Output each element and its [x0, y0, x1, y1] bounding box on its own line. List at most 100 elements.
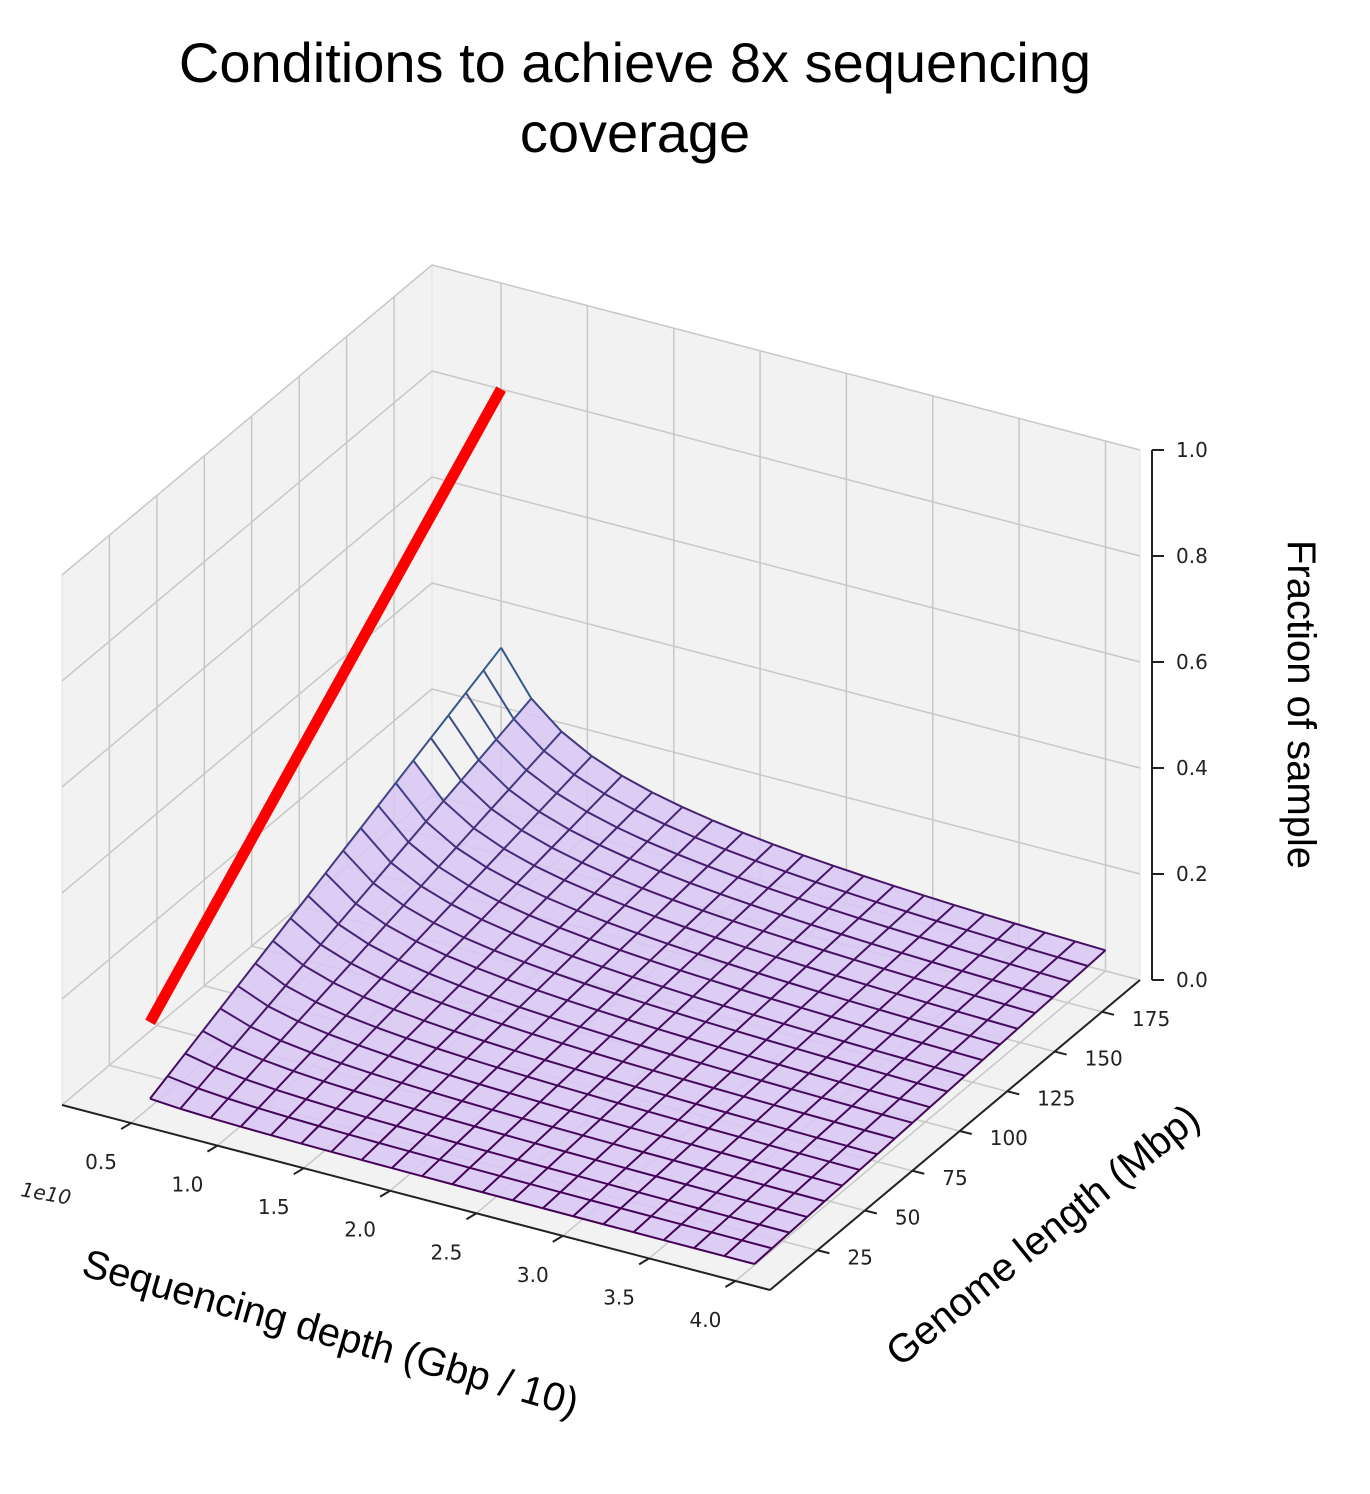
wire-segment — [813, 1016, 833, 1034]
wire-segment — [759, 1223, 790, 1234]
wire-segment — [871, 942, 903, 954]
x-tick — [465, 1212, 477, 1221]
wire-segment — [625, 1151, 645, 1169]
wire-segment — [357, 1026, 377, 1047]
wire-segment — [705, 1020, 737, 1032]
wire-segment — [468, 884, 500, 903]
wire-segment — [979, 938, 998, 956]
wire-segment — [723, 1239, 743, 1257]
wire-segment — [811, 1176, 843, 1187]
wire-segment — [361, 1159, 393, 1170]
wire-segment — [582, 1118, 602, 1137]
wire-segment — [582, 1134, 614, 1145]
wire-segment — [237, 985, 269, 1008]
wire-segment — [342, 827, 362, 852]
wire-segment — [878, 993, 898, 1011]
wire-segment — [676, 836, 696, 856]
wire-segment — [254, 940, 274, 964]
wire-segment — [798, 1136, 818, 1155]
wire-segment — [562, 1042, 593, 1054]
surface-fill-cell — [202, 1008, 251, 1048]
wire-segment — [528, 897, 548, 917]
wire-segment — [572, 1215, 604, 1226]
wire-segment — [825, 1040, 845, 1059]
wire-segment — [254, 962, 287, 987]
y-tick — [1006, 1090, 1020, 1096]
wire-segment — [743, 1095, 775, 1107]
wire-segment — [966, 913, 986, 931]
wire-segment — [861, 1008, 880, 1027]
wire-segment — [833, 1105, 853, 1123]
wire-segment — [680, 1207, 700, 1226]
wire-segment — [783, 1007, 802, 1025]
wire-segment — [449, 1074, 480, 1086]
surface-fill-cell — [325, 850, 374, 904]
wire-segment — [179, 1087, 199, 1110]
wire-segment — [931, 945, 951, 963]
wire-segment — [317, 1107, 337, 1127]
wire-segment — [555, 773, 575, 794]
surface-fill-cell — [290, 895, 339, 945]
wire-segment — [433, 921, 465, 939]
wire-segment — [700, 1046, 720, 1064]
wire-segment — [463, 936, 495, 952]
wire-segment — [737, 876, 769, 890]
wire-segment — [365, 1099, 385, 1119]
wire-segment — [359, 804, 380, 829]
wire-segment — [531, 1016, 551, 1035]
surface-fill-cell — [421, 866, 469, 905]
wire-segment — [873, 1033, 893, 1051]
wire-segment — [603, 792, 636, 811]
wire-segment — [543, 750, 575, 776]
wire-segment — [401, 1081, 433, 1094]
z-axis-label: Fraction of sample — [1279, 540, 1323, 869]
wire-segment — [421, 1158, 441, 1177]
wire-segment — [634, 1069, 654, 1088]
wire-segment — [992, 978, 1023, 990]
wire-segment — [765, 1038, 797, 1050]
wire-segment — [372, 882, 405, 907]
wire-segment — [733, 1160, 753, 1178]
wire-segment — [521, 829, 553, 849]
wire-segment — [918, 935, 950, 948]
wire-segment — [589, 1183, 609, 1201]
wire-segment — [979, 954, 1011, 966]
wire-segment — [677, 853, 709, 868]
wire-segment — [568, 828, 600, 846]
wire-segment — [450, 885, 470, 906]
y-tick — [912, 1169, 925, 1175]
wire-segment — [645, 1002, 676, 1014]
wire-segment — [921, 1042, 953, 1053]
wire-segment — [512, 1199, 544, 1210]
wire-segment — [460, 759, 480, 782]
wire-segment — [496, 1066, 528, 1078]
wire-segment — [375, 1026, 407, 1040]
wire-segment — [788, 981, 820, 993]
wire-segment — [599, 1102, 619, 1120]
wire-segment — [798, 897, 829, 910]
threshold-line — [145, 386, 506, 1026]
wire-segment — [418, 1047, 438, 1067]
wire-segment — [446, 954, 478, 969]
wire-segment — [410, 972, 430, 993]
wire-segment — [526, 1059, 546, 1078]
wire-segment — [828, 907, 860, 920]
wire-segment — [690, 1127, 710, 1146]
wire-segment — [455, 827, 475, 849]
wire-segment — [659, 853, 679, 873]
wire-segment — [943, 970, 963, 988]
wire-segment — [667, 942, 699, 955]
wire-segment — [908, 1001, 928, 1020]
wire-segment — [355, 902, 387, 926]
wire-segment — [469, 1166, 501, 1177]
wire-segment — [285, 984, 317, 1003]
wire-segment — [780, 897, 800, 916]
wire-segment — [512, 697, 533, 720]
wire-segment — [840, 933, 872, 945]
wire-segment — [773, 1088, 793, 1106]
wire-segment — [385, 923, 417, 943]
wire-segment — [984, 913, 1016, 925]
wire-segment — [838, 1065, 858, 1083]
wire-segment — [556, 1068, 576, 1087]
z-tick-label: 0.0 — [1176, 968, 1208, 992]
